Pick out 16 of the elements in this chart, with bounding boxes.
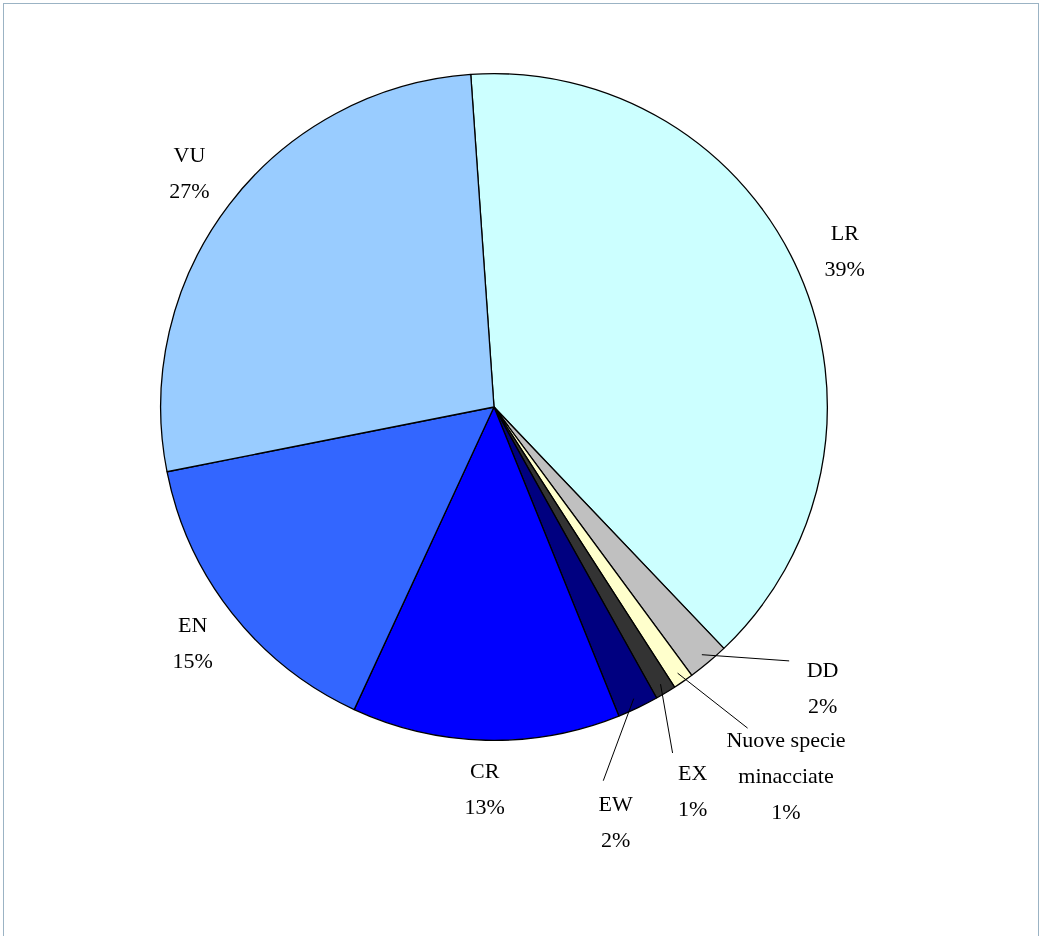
data-label: 39% xyxy=(824,256,865,282)
data-label: 2% xyxy=(600,826,631,852)
slice-label: EW xyxy=(598,790,633,816)
slice-label: DD xyxy=(806,657,839,683)
data-label: 15% xyxy=(172,647,213,673)
data-label: 2% xyxy=(807,693,838,719)
slice-label: CR xyxy=(469,758,500,784)
slice-label: EN xyxy=(178,611,208,637)
slice-label: EX xyxy=(678,759,708,785)
data-label: 27% xyxy=(169,177,210,203)
slice-label: LR xyxy=(830,220,860,246)
data-label: 1% xyxy=(678,795,708,821)
slice-label: Nuove specie minacciate xyxy=(726,726,846,788)
data-label: 1% xyxy=(771,798,801,824)
slice-label: VU xyxy=(173,141,206,167)
data-label: 13% xyxy=(464,794,505,820)
